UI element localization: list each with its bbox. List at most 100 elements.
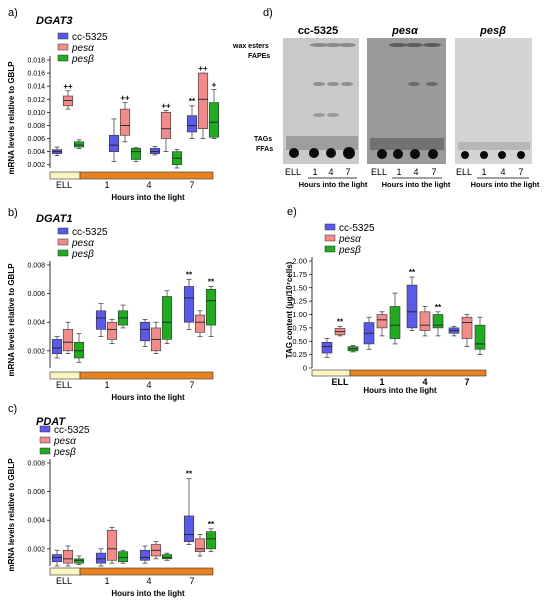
y-tick-label: 0.006 <box>27 136 45 143</box>
legend-c-label-pesa: pesα <box>53 436 76 447</box>
tlc-spot <box>498 151 506 159</box>
tlc-band <box>341 82 353 86</box>
tlc-lane-label: ELL <box>371 167 387 177</box>
legend-e-label-pesa: pesα <box>338 234 361 245</box>
tlc-lanes-cc5325: ELL 1 4 7 Hours into the light <box>285 167 368 189</box>
x-group-label: 7 <box>189 576 194 586</box>
x-group-label: 4 <box>146 380 151 390</box>
x-group-label: 4 <box>146 180 151 190</box>
tlc-spot <box>309 148 319 158</box>
legend-b-swatch-pesb <box>57 249 69 257</box>
box-pes <box>194 314 206 333</box>
tlc-lane-label: 1 <box>312 167 317 177</box>
box-pes <box>161 296 173 340</box>
y-tick-label: 2.00 <box>292 257 307 266</box>
box-cc5325 <box>139 321 151 342</box>
significance-marker: ** <box>409 268 416 277</box>
tlc-lane-label: 4 <box>500 167 505 177</box>
y-tick-label: 0.006 <box>27 291 45 298</box>
significance-marker: ** <box>208 520 215 529</box>
y-tick-label: 0.25 <box>292 350 307 359</box>
y-tick-label: 0.004 <box>27 320 45 327</box>
y-tick-label: 1.50 <box>292 283 307 292</box>
legend-c-label-cc5325: cc-5325 <box>54 425 90 436</box>
tlc-smear <box>370 138 444 150</box>
panel-c-ylabel: mRNA levels relative to GBLP <box>7 458 16 572</box>
box-cc5325 <box>95 310 107 330</box>
y-tick-label: 1.25 <box>292 297 307 306</box>
legend-c-label-pesb: pesβ <box>53 447 76 458</box>
tlc-band <box>338 43 356 47</box>
tlc-band <box>313 113 325 117</box>
box-cc5325 <box>183 286 195 323</box>
panel-a-gene: DGAT3 <box>36 15 72 27</box>
tlc-spot <box>289 148 299 158</box>
panel-c-xlabel: Hours into the light <box>111 589 185 598</box>
box-pes <box>106 321 118 340</box>
panel-e: e) cc-5325 pesα pesβ TAG content (µg/10⁷… <box>285 206 487 395</box>
legend-b-label-cc5325: cc-5325 <box>72 227 108 238</box>
significance-marker: ** <box>435 303 442 312</box>
y-tick-label: 0.008 <box>27 123 45 130</box>
y-tick-label: 0 <box>303 364 307 373</box>
legend-a: cc-5325 pesα pesβ <box>57 32 108 65</box>
box-pes <box>106 529 118 561</box>
legend-e-swatch-pesb <box>324 245 336 253</box>
legend-a-label-pesb: pesβ <box>71 54 94 65</box>
tlc-spot <box>410 149 420 159</box>
box-pes <box>461 316 473 339</box>
panel-b: b) DGAT1 cc-5325 pesα pesβ mRNA levels r… <box>7 207 217 402</box>
y-tick-label: 0.006 <box>27 489 45 496</box>
plot-e: 0 0.25 0.50 0.75 1.00 1.25 1.50 1.75 2.00 ELL 1 4 7 *… <box>292 257 486 387</box>
y-tick-label: 0.004 <box>27 149 45 156</box>
timebar-e-ell <box>311 369 351 377</box>
tlc-spot <box>428 149 438 159</box>
x-group-label: ELL <box>56 380 72 390</box>
significance-marker: ** <box>186 270 193 279</box>
timebar-a-ell <box>49 171 81 180</box>
x-group-label: 1 <box>104 180 109 190</box>
box-pes <box>205 531 217 550</box>
x-group-label: 7 <box>464 377 469 387</box>
tlc-band <box>389 43 407 47</box>
legend-b-swatch-pesa <box>57 238 69 246</box>
tlc-band <box>324 43 342 47</box>
significance-marker: ** <box>208 277 215 286</box>
significance-marker: ** <box>186 470 193 479</box>
tlc-band <box>327 113 339 117</box>
box-pes <box>376 314 388 329</box>
panel-a-ylabel: mRNA levels relative to GBLP <box>7 61 16 175</box>
x-group-label: 1 <box>379 377 384 387</box>
box-cc5325 <box>321 342 333 354</box>
plot-c: 0.002 0.004 0.006 0.008 ELL 1 4 7 ** ** <box>27 459 217 586</box>
tlc-lane-label: 4 <box>413 167 418 177</box>
tlc-plate-cc5325 <box>283 38 359 164</box>
timebar-c-ell <box>49 567 81 576</box>
tlc-lane-label: 1 <box>481 167 486 177</box>
legend-b: cc-5325 pesα pesβ <box>57 227 108 260</box>
legend-a-label-cc5325: cc-5325 <box>72 32 108 43</box>
legend-e: cc-5325 pesα pesβ <box>324 223 375 256</box>
tlc-band <box>310 43 328 47</box>
tlc-band <box>423 43 441 47</box>
x-group-label: 7 <box>189 380 194 390</box>
legend-e-label-pesb: pesβ <box>338 245 361 256</box>
timebar-c <box>49 567 214 576</box>
x-group-label: 4 <box>422 377 427 387</box>
legend-b-swatch-cc5325 <box>57 227 69 235</box>
box-pes <box>62 549 74 564</box>
significance-marker: ++ <box>120 94 130 103</box>
tlc-lanes-pesa: ELL 1 4 7 Hours into the light <box>371 167 451 189</box>
legend-b-label-pesa: pesα <box>71 238 94 249</box>
box-cc5325 <box>51 339 63 354</box>
y-tick-label: 0.008 <box>27 461 45 468</box>
tlc-title-cc5325: cc-5325 <box>298 25 338 37</box>
tlc-band <box>327 82 339 86</box>
tlc-xlabel-pesa: Hours into the light <box>382 180 451 189</box>
tlc-title-pesb: pesβ <box>479 25 506 37</box>
significance-marker: ++ <box>198 64 208 73</box>
x-group-label: ELL <box>56 576 72 586</box>
y-tick-label: 0.002 <box>27 348 45 355</box>
tlc-spot <box>480 151 488 159</box>
significance-marker: ** <box>337 317 344 326</box>
